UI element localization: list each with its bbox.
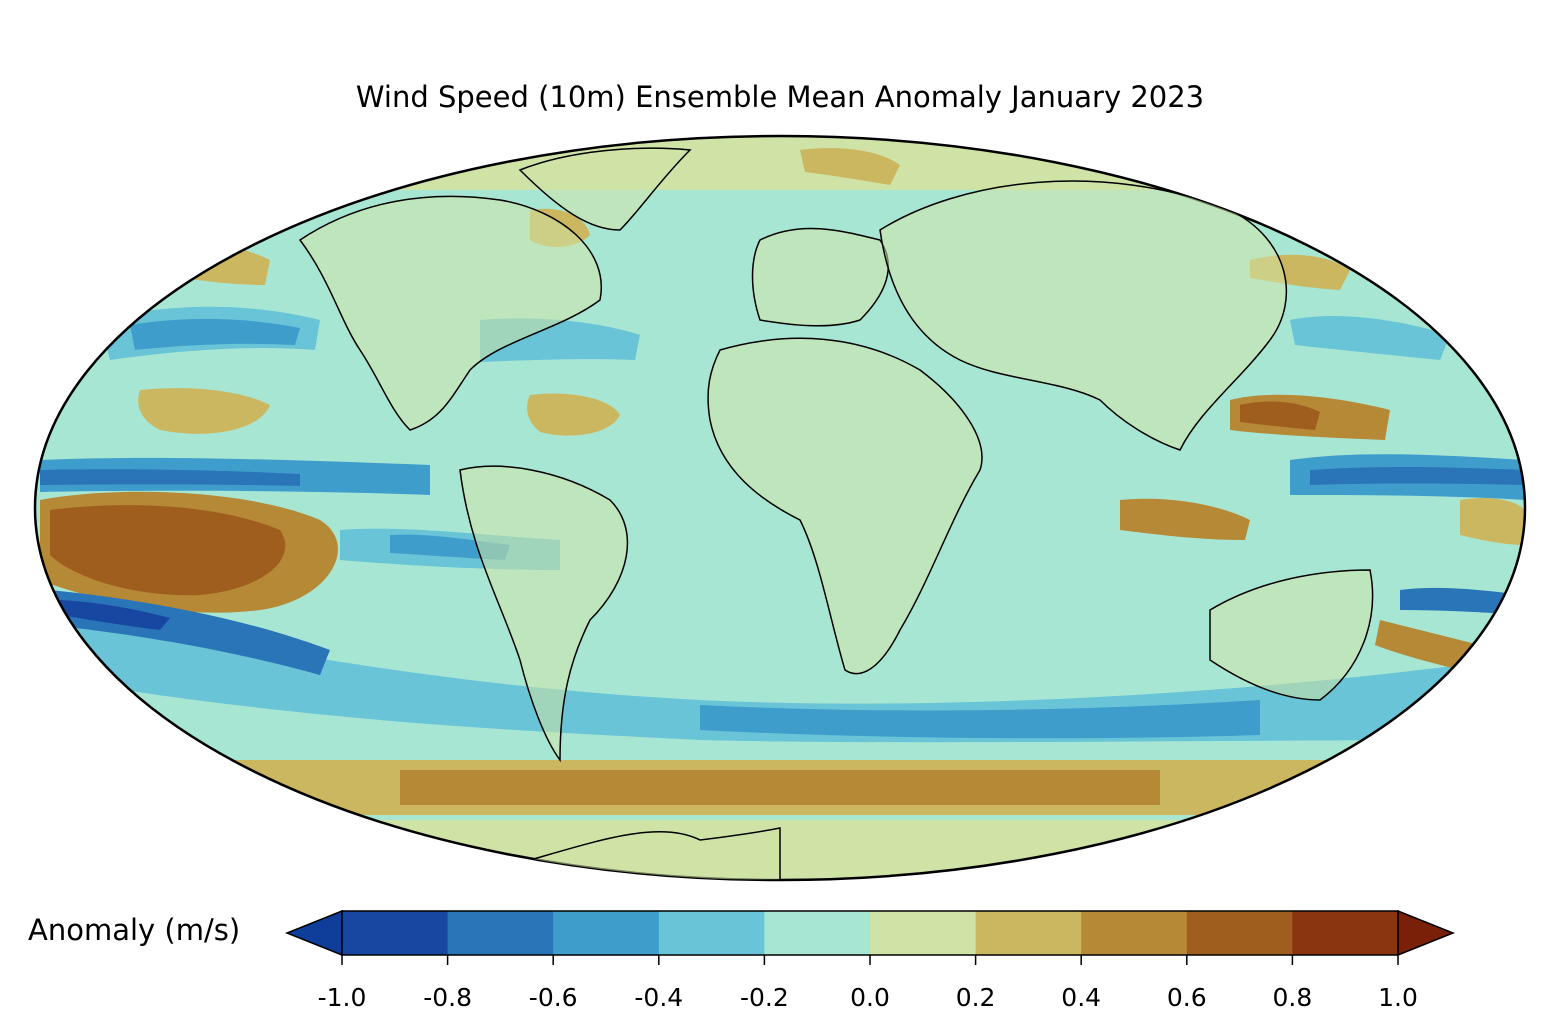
colorbar-segment bbox=[1186, 911, 1293, 955]
coastlines bbox=[298, 147, 1374, 880]
australia bbox=[1209, 569, 1374, 701]
colorbar-tick-label: 0.4 bbox=[1061, 983, 1102, 1012]
colorbar-tick-label: -0.2 bbox=[740, 983, 789, 1012]
colorbar-extend-high bbox=[1397, 909, 1456, 957]
colorbar-segment bbox=[870, 911, 977, 955]
map-title: Wind Speed (10m) Ensemble Mean Anomaly J… bbox=[355, 80, 1205, 114]
antarctica bbox=[529, 827, 781, 880]
colorbar-segment bbox=[1081, 911, 1188, 955]
greenland bbox=[518, 147, 692, 231]
colorbar-tick-label: -0.4 bbox=[634, 983, 684, 1012]
colorbar-extend-low bbox=[284, 909, 343, 957]
colorbar-segment bbox=[1292, 911, 1399, 955]
colorbar-label: Anomaly (m/s) bbox=[28, 913, 241, 947]
europe bbox=[751, 227, 889, 327]
colorbar-segment bbox=[975, 911, 1082, 955]
colorbar-tick-label: -1.0 bbox=[317, 983, 367, 1012]
africa bbox=[707, 337, 983, 675]
colorbar-segment bbox=[553, 911, 660, 955]
colorbar-ticks bbox=[341, 955, 1399, 965]
colorbar bbox=[284, 909, 1456, 957]
colorbar-tick-label: 0.8 bbox=[1272, 983, 1313, 1012]
colorbar-tick-label: -0.6 bbox=[528, 983, 578, 1012]
colorbar-segment bbox=[658, 911, 765, 955]
colorbar-tick-label: 0.0 bbox=[850, 983, 890, 1012]
north-america bbox=[298, 195, 602, 431]
colorbar-tick-label: 0.6 bbox=[1166, 983, 1207, 1012]
colorbar-tick-label: 1.0 bbox=[1378, 983, 1418, 1012]
colorbar-tick-label: 0.2 bbox=[955, 983, 996, 1012]
colorbar-segment bbox=[764, 911, 871, 955]
colorbar-segment bbox=[342, 911, 449, 955]
south-america bbox=[459, 465, 629, 763]
colorbar-segment bbox=[447, 911, 554, 955]
asia bbox=[879, 180, 1288, 451]
colorbar-tick-label: -0.8 bbox=[423, 983, 472, 1012]
